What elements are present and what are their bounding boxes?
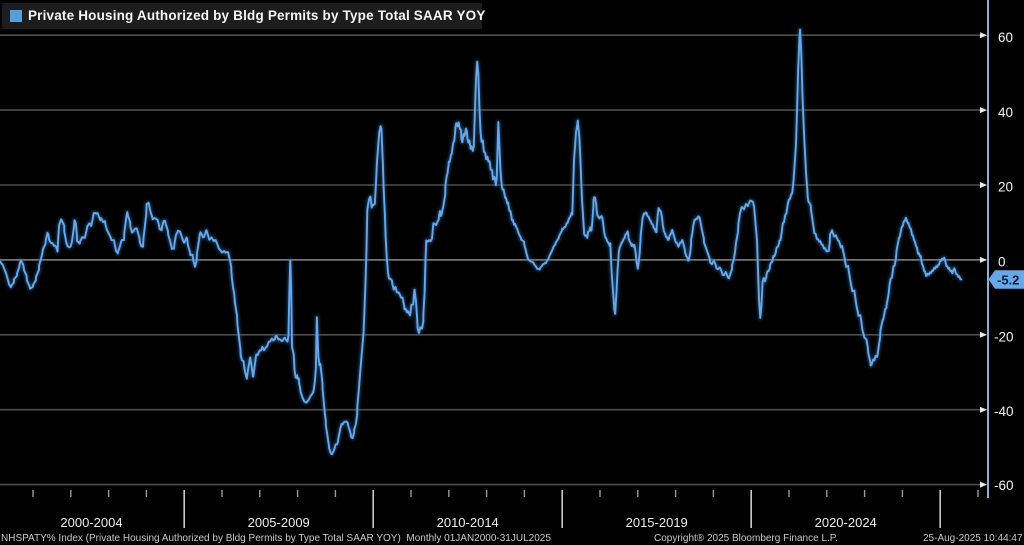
svg-text:40: 40 xyxy=(998,105,1013,120)
svg-text:Copyright® 2025 Bloomberg Fina: Copyright® 2025 Bloomberg Finance L.P. xyxy=(654,533,838,544)
svg-text:2010-2014: 2010-2014 xyxy=(437,515,499,530)
svg-text:-60: -60 xyxy=(994,478,1014,493)
svg-text:25-Aug-2025 10:44:47: 25-Aug-2025 10:44:47 xyxy=(923,533,1023,544)
svg-text:-40: -40 xyxy=(994,404,1014,419)
svg-text:0: 0 xyxy=(998,254,1006,269)
svg-text:2005-2009: 2005-2009 xyxy=(248,515,310,530)
svg-text:-5.2: -5.2 xyxy=(997,272,1019,287)
svg-text:60: 60 xyxy=(998,30,1013,45)
svg-text:NHSPATY% Index (Private Housin: NHSPATY% Index (Private Housing Authoriz… xyxy=(1,533,551,544)
svg-text:20: 20 xyxy=(998,180,1013,195)
svg-text:-20: -20 xyxy=(994,329,1014,344)
svg-text:2015-2019: 2015-2019 xyxy=(626,515,688,530)
svg-text:2020-2024: 2020-2024 xyxy=(815,515,877,530)
svg-text:2000-2004: 2000-2004 xyxy=(60,515,122,530)
